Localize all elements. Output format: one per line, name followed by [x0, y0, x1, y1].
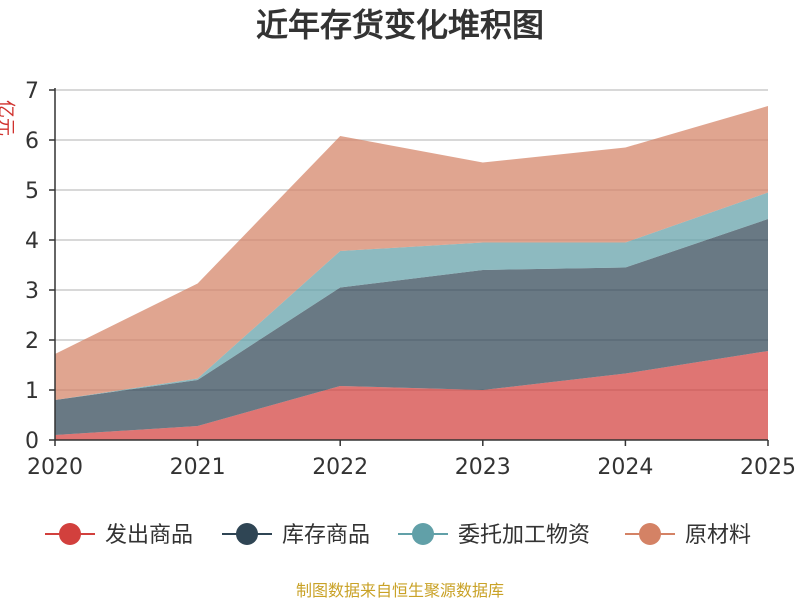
source-note: 制图数据来自恒生聚源数据库 [296, 581, 504, 600]
y-tick-label: 7 [25, 79, 39, 104]
x-tick-label: 2022 [312, 455, 368, 480]
legend-label-3: 原材料 [685, 523, 751, 548]
y-tick-label: 1 [25, 379, 39, 404]
legend-label-2: 委托加工物资 [458, 523, 590, 548]
y-tick-label: 5 [25, 179, 39, 204]
x-tick-label: 2020 [27, 455, 83, 480]
legend-marker-3 [639, 523, 661, 545]
y-axis-label: 亿元 [0, 100, 16, 136]
x-tick-label: 2023 [455, 455, 511, 480]
y-tick-label: 3 [25, 279, 39, 304]
area-series-1 [55, 219, 768, 435]
area-series-2 [55, 192, 768, 400]
axes: 0 1 2 3 4 5 6 7 2020 2021 2022 2023 2024 2025 [25, 79, 796, 480]
legend-marker-0 [59, 523, 81, 545]
plot-areas [55, 106, 768, 440]
legend-label-0: 发出商品 [105, 523, 193, 548]
x-tick-label: 2025 [740, 455, 796, 480]
y-tick-label: 6 [25, 129, 39, 154]
area-series-3 [55, 106, 768, 400]
x-tick-label: 2021 [170, 455, 226, 480]
y-tick-label: 2 [25, 329, 39, 354]
legend-marker-2 [412, 523, 434, 545]
y-tick-label: 4 [25, 229, 39, 254]
area-series-0 [55, 351, 768, 440]
x-tick-label: 2024 [597, 455, 653, 480]
chart-title: 近年存货变化堆积图 [256, 6, 544, 44]
legend: 发出商品 库存商品 委托加工物资 原材料 [45, 523, 751, 548]
legend-label-1: 库存商品 [282, 523, 370, 548]
y-tick-label: 0 [25, 429, 39, 454]
legend-marker-1 [236, 523, 258, 545]
